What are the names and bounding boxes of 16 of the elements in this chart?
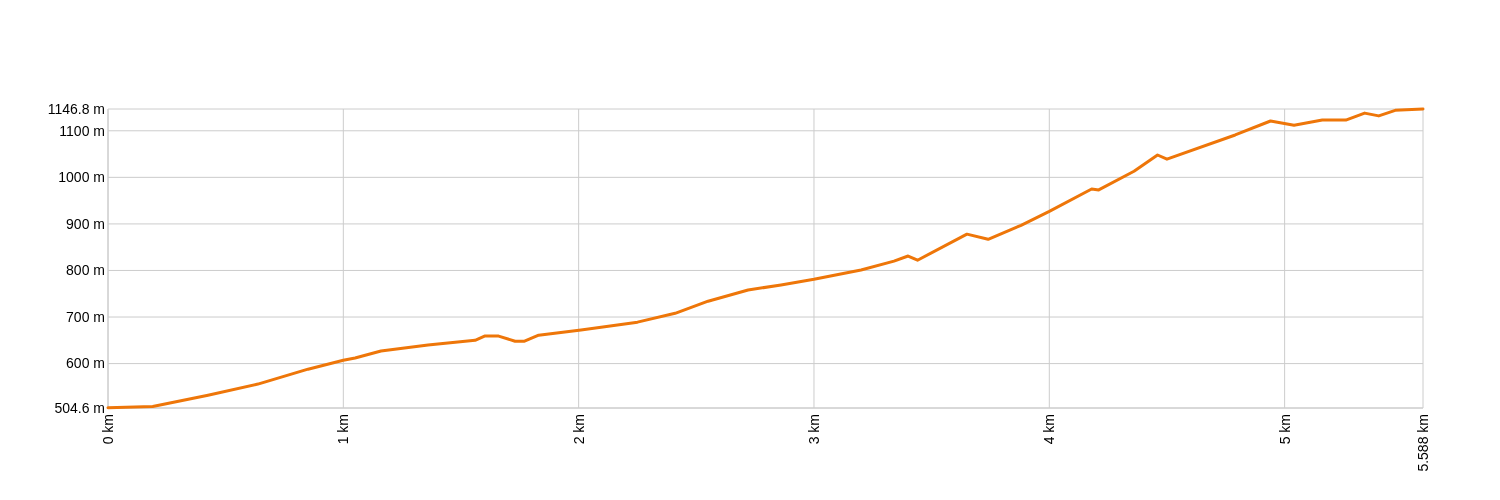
x-tick-label: 2 km	[570, 414, 587, 445]
x-tick-label: 3 km	[805, 414, 822, 445]
x-tick-label: 5 km	[1276, 414, 1293, 445]
y-tick-label: 900 m	[66, 215, 105, 232]
y-tick-label: 600 m	[66, 355, 105, 372]
x-tick-label: 1 km	[335, 414, 352, 445]
line-series	[106, 107, 1425, 410]
y-tick-label: 1100 m	[59, 122, 105, 139]
y-tick-label: 1000 m	[58, 169, 105, 186]
x-tick-label: 5.588 km	[1414, 414, 1431, 472]
y-tick-label: 800 m	[66, 262, 105, 279]
x-tick-label: 4 km	[1041, 414, 1058, 445]
x-tick-label: 0 km	[99, 414, 116, 445]
y-tick-label: 1146.8 m	[47, 100, 105, 117]
y-tick-label: 504.6 m	[54, 399, 105, 416]
y-tick-label: 700 m	[66, 308, 105, 325]
